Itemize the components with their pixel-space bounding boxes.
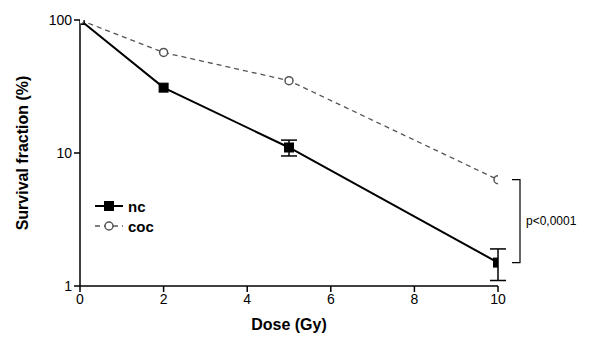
svg-text:Dose (Gy): Dose (Gy) <box>251 316 327 333</box>
svg-text:6: 6 <box>327 291 335 307</box>
html-text:nc: nc <box>128 197 146 215</box>
svg-text:2: 2 <box>160 291 168 307</box>
svg-text:10: 10 <box>56 145 72 161</box>
svg-text:Survival fraction (%): Survival fraction (%) <box>14 76 31 231</box>
svg-text:100: 100 <box>49 12 73 28</box>
html-text:coc: coc <box>128 217 154 235</box>
svg-text:p<0,0001: p<0,0001 <box>526 214 577 228</box>
svg-text:1: 1 <box>64 278 72 294</box>
svg-text:8: 8 <box>411 291 419 307</box>
svg-text:10: 10 <box>490 291 506 307</box>
svg-text:0: 0 <box>76 291 84 307</box>
svg-text:4: 4 <box>243 291 251 307</box>
